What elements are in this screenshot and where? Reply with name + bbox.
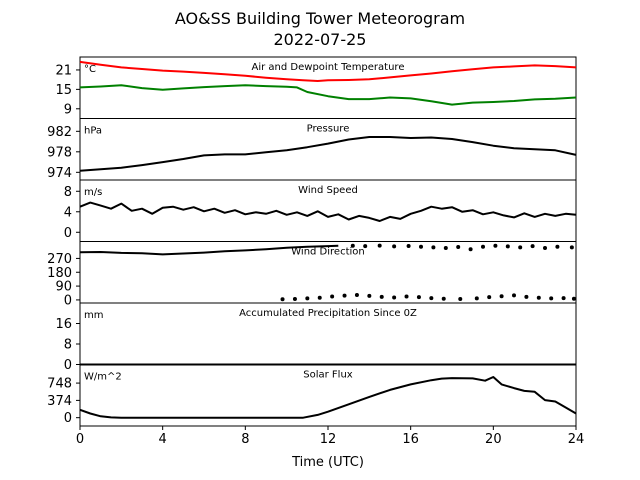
y-tick-label: 8 bbox=[64, 338, 72, 353]
data-point bbox=[379, 294, 384, 299]
panel-prec: 0 8 16 mm Accumulated Precipitation Since 0Z bbox=[55, 302, 577, 373]
y-tick-label: 0 bbox=[64, 358, 72, 373]
y-tick-label: 270 bbox=[47, 252, 72, 267]
data-point bbox=[474, 296, 479, 301]
data-point bbox=[367, 293, 372, 298]
data-point bbox=[404, 294, 409, 299]
x-tick-label: 24 bbox=[568, 432, 585, 447]
data-point bbox=[292, 297, 297, 302]
data-point bbox=[512, 293, 516, 298]
panel-unit: °C bbox=[84, 64, 96, 75]
panel-sol: 0 374 748 W/m^2 Solar Flux bbox=[47, 364, 577, 427]
x-tick-label: 8 bbox=[241, 432, 249, 447]
series-line bbox=[79, 201, 577, 222]
data-point bbox=[280, 297, 285, 302]
data-point bbox=[392, 244, 397, 249]
panel-title: Wind Speed bbox=[298, 185, 358, 196]
y-tick-label: 0 bbox=[64, 226, 72, 241]
panel-unit: W/m^2 bbox=[84, 372, 122, 383]
y-tick-label: 8 bbox=[64, 185, 72, 200]
panel-unit: mm bbox=[84, 310, 103, 321]
series-line bbox=[79, 136, 577, 172]
panel-title: Solar Flux bbox=[303, 370, 353, 381]
x-tick-label: 16 bbox=[402, 432, 419, 447]
panel-unit: hPa bbox=[84, 126, 102, 137]
y-tick-label: 15 bbox=[55, 83, 72, 98]
data-point bbox=[350, 243, 355, 248]
panel-pres: 974 978 982 hPa Pressure bbox=[47, 118, 577, 181]
data-point bbox=[487, 295, 492, 300]
y-tick-label: 978 bbox=[47, 145, 72, 160]
data-point bbox=[419, 244, 423, 249]
data-point bbox=[468, 247, 473, 252]
chart-subtitle: 2022-07-25 bbox=[274, 30, 367, 49]
panel-title: Air and Dewpoint Temperature bbox=[252, 62, 405, 73]
data-point bbox=[561, 296, 566, 301]
series-line bbox=[79, 244, 339, 256]
panel-title: Wind Direction bbox=[291, 247, 365, 258]
y-tick-label: 21 bbox=[55, 63, 72, 78]
data-point bbox=[555, 244, 560, 249]
data-point bbox=[530, 244, 535, 249]
data-point bbox=[571, 296, 576, 301]
data-point bbox=[543, 245, 547, 250]
panel-unit: m/s bbox=[84, 187, 102, 198]
data-point bbox=[481, 244, 485, 249]
y-tick-label: 0 bbox=[64, 411, 72, 426]
data-point bbox=[441, 296, 446, 301]
x-tick-label: 4 bbox=[159, 432, 167, 447]
series-line bbox=[79, 84, 577, 106]
panel-wspd: 0 4 8 m/s Wind Speed bbox=[64, 179, 577, 242]
y-tick-label: 16 bbox=[55, 317, 72, 332]
data-point bbox=[431, 245, 436, 250]
data-point bbox=[499, 294, 504, 299]
y-tick-label: 9 bbox=[64, 102, 72, 117]
y-tick-label: 180 bbox=[47, 266, 72, 281]
data-point bbox=[305, 296, 310, 301]
data-point bbox=[524, 294, 529, 299]
data-point bbox=[549, 296, 554, 301]
data-point bbox=[377, 243, 382, 248]
y-tick-label: 0 bbox=[64, 293, 72, 308]
data-point bbox=[392, 295, 397, 300]
data-point bbox=[458, 297, 463, 302]
panel-temp: 9 15 21 °C Air and Dewpoint Temperature bbox=[55, 56, 577, 119]
data-point bbox=[505, 244, 510, 249]
y-tick-label: 748 bbox=[47, 377, 72, 392]
y-tick-label: 982 bbox=[47, 125, 72, 140]
y-tick-label: 374 bbox=[47, 394, 72, 409]
data-point bbox=[354, 293, 359, 298]
series-line bbox=[79, 60, 577, 82]
panel-title: Pressure bbox=[307, 124, 350, 135]
data-point bbox=[569, 245, 574, 250]
x-axis-label: Time (UTC) bbox=[291, 455, 364, 470]
x-tick-label: 20 bbox=[485, 432, 502, 447]
chart-title: AO&SS Building Tower Meteorogram bbox=[175, 9, 465, 28]
data-point bbox=[363, 244, 368, 249]
panel-title: Accumulated Precipitation Since 0Z bbox=[239, 308, 417, 319]
data-point bbox=[493, 243, 498, 248]
y-tick-label: 4 bbox=[64, 205, 72, 220]
data-point bbox=[536, 295, 541, 300]
x-axis: 0 4 8 12 16 20 24 bbox=[76, 426, 584, 447]
data-point bbox=[429, 296, 434, 301]
y-tick-label: 90 bbox=[55, 280, 72, 295]
series-line bbox=[79, 376, 577, 419]
data-point bbox=[330, 294, 335, 299]
data-point bbox=[342, 293, 347, 298]
data-point bbox=[416, 295, 421, 300]
data-point bbox=[518, 245, 523, 250]
data-point bbox=[456, 245, 461, 250]
y-tick-label: 974 bbox=[47, 166, 72, 181]
x-tick-label: 12 bbox=[320, 432, 337, 447]
data-point bbox=[406, 243, 411, 248]
data-point bbox=[443, 245, 448, 250]
x-tick-label: 0 bbox=[76, 432, 84, 447]
data-point bbox=[317, 295, 322, 300]
